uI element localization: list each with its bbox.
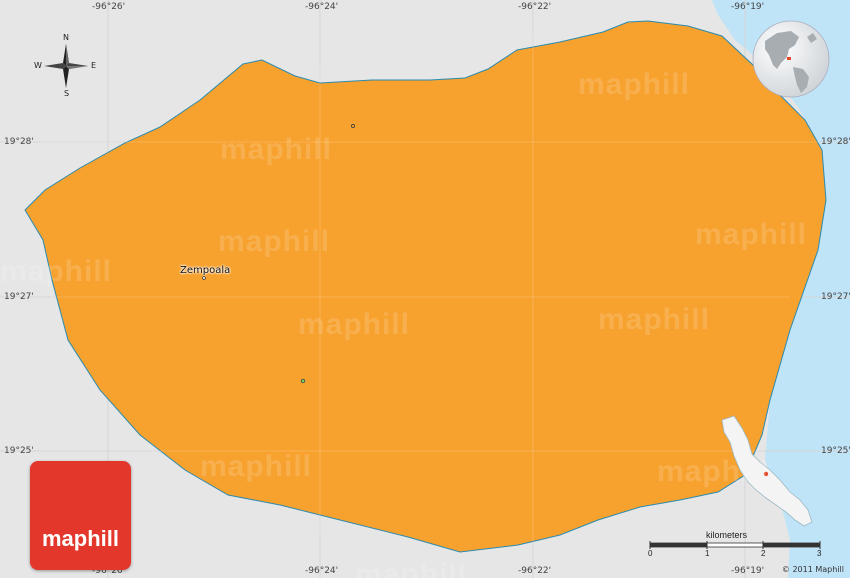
globe-locator[interactable] — [751, 19, 831, 99]
scale-tick-label: 0 — [648, 549, 653, 558]
latitude-label: 19°25' — [4, 446, 34, 456]
globe-location-marker — [787, 57, 791, 60]
scale-tick-label: 2 — [761, 549, 766, 558]
maphill-logo[interactable]: maphill — [30, 461, 131, 570]
longitude-label: -96°26' — [92, 566, 126, 576]
compass-south: S — [64, 89, 70, 98]
scale-tick-label: 3 — [817, 549, 822, 558]
zempoala-marker — [202, 276, 206, 280]
watermark: maphill — [220, 133, 333, 166]
scale-unit-label: kilometers — [706, 530, 748, 540]
graticule-overlay — [40, 30, 820, 545]
compass-north: N — [63, 33, 69, 42]
logo-text: maphill — [41, 526, 119, 551]
scale-bar: kilometers 0 1 2 3 — [646, 530, 826, 562]
watermark: maphill — [695, 218, 808, 251]
latitude-label: 19°27' — [821, 292, 850, 302]
copyright-notice: © 2011 Maphill — [781, 565, 844, 574]
municipality-region — [24, 20, 827, 553]
watermark: maphill — [200, 450, 313, 483]
place-label-zempoala[interactable]: Zempoala — [180, 265, 231, 276]
longitude-label: -96°26' — [92, 2, 126, 12]
compass-east: E — [91, 61, 97, 70]
settlement-marker — [300, 378, 306, 384]
latitude-label: 19°25' — [821, 446, 850, 456]
compass-west: W — [34, 61, 42, 70]
longitude-label: -96°22' — [518, 2, 552, 12]
compass-rose: N S W E — [34, 33, 98, 98]
longitude-label: -96°19' — [731, 2, 765, 12]
longitude-label: -96°24' — [305, 566, 339, 576]
globe-locator-icon — [752, 20, 830, 98]
watermark: maphill — [578, 68, 691, 101]
longitude-label: -96°19' — [731, 566, 765, 576]
watermark: maphill — [598, 303, 711, 336]
sea-area — [712, 0, 850, 578]
latitude-label: 19°27' — [4, 292, 34, 302]
watermark: maphill — [0, 255, 113, 288]
latitude-label: 19°28' — [4, 137, 34, 147]
location-marker — [763, 471, 769, 477]
longitude-label: -96°22' — [518, 566, 552, 576]
watermark: maphill — [657, 455, 770, 488]
compass-rose-icon — [44, 44, 88, 88]
longitude-label: -96°24' — [305, 2, 339, 12]
neighboring-area-highlight — [721, 415, 813, 527]
watermark: maphill — [298, 308, 411, 341]
scale-tick-label: 1 — [705, 549, 710, 558]
watermark: maphill — [218, 225, 331, 258]
scale-bar-graphic — [649, 541, 821, 549]
watermark: maphill — [355, 558, 468, 578]
settlement-marker — [351, 124, 355, 128]
latitude-label: 19°28' — [821, 137, 850, 147]
